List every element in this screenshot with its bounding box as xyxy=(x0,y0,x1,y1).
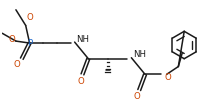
Text: NH: NH xyxy=(133,50,146,59)
Text: O: O xyxy=(165,73,171,82)
Text: O: O xyxy=(26,13,33,22)
Text: P: P xyxy=(27,39,32,48)
Text: O: O xyxy=(134,92,141,101)
Text: O: O xyxy=(14,60,20,69)
Text: O: O xyxy=(9,35,15,44)
Text: O: O xyxy=(77,77,84,86)
Text: NH: NH xyxy=(77,35,90,44)
